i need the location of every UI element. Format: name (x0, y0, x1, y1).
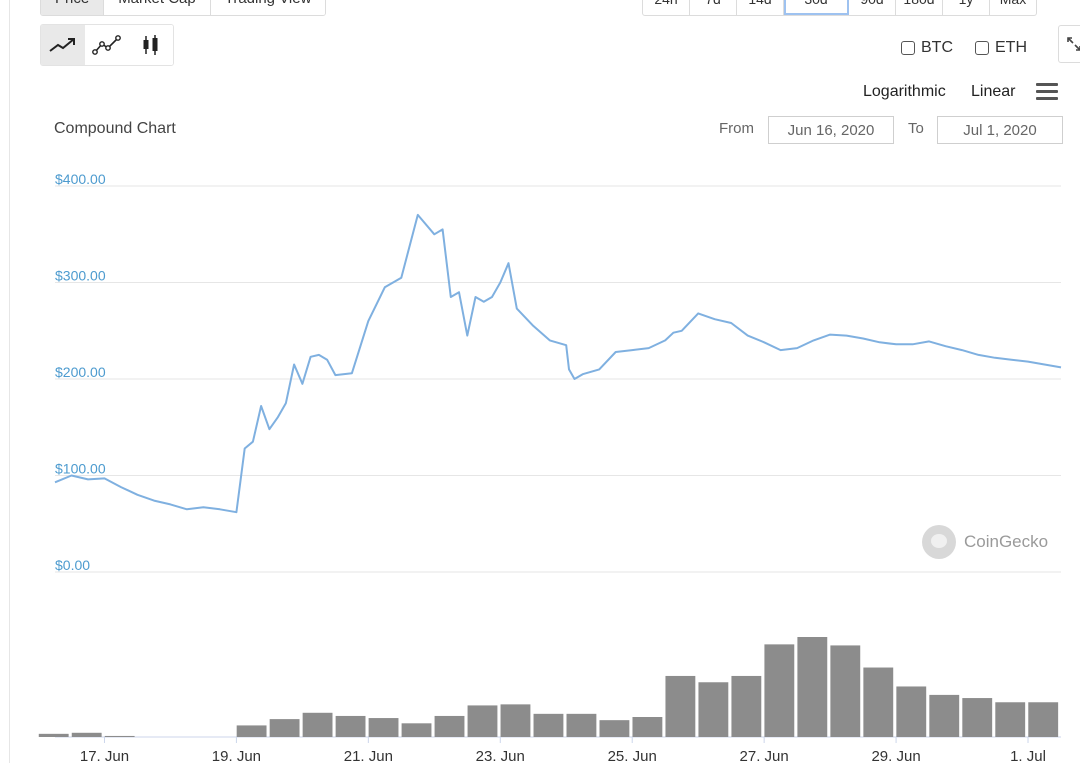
line-chart-icon (49, 38, 75, 52)
x-tick-label: 21. Jun (344, 748, 393, 763)
x-tick-label: 19. Jun (212, 748, 261, 763)
compare-eth[interactable]: ETH (975, 39, 1027, 57)
line-chart-button[interactable] (41, 25, 85, 65)
volume-bar (302, 712, 333, 737)
volume-bar (698, 682, 729, 737)
volume-bar (38, 733, 69, 737)
from-date-input[interactable] (768, 116, 894, 144)
coingecko-logo (922, 525, 956, 559)
volume-bar (929, 694, 960, 737)
hamburger-menu-icon[interactable] (1036, 83, 1058, 101)
expand-icon (1067, 37, 1080, 51)
range-1y[interactable]: 1y (943, 0, 990, 15)
volume-bar (335, 715, 366, 737)
volume-bar (71, 732, 102, 737)
volume-bar (566, 713, 597, 737)
volume-bar (599, 720, 630, 737)
range-max[interactable]: Max (990, 0, 1036, 15)
volume-bar (731, 675, 762, 737)
eth-checkbox[interactable] (975, 41, 989, 55)
time-range-selector: 24h 7d 14d 30d 90d 180d 1y Max (642, 0, 1037, 16)
point-line-chart-button[interactable] (85, 25, 129, 65)
logarithmic-toggle[interactable]: Logarithmic (863, 83, 946, 100)
x-tick-label: 1. Jul (1010, 748, 1046, 763)
compare-btc[interactable]: BTC (901, 39, 953, 57)
fullscreen-button[interactable] (1058, 25, 1080, 63)
volume-bar (962, 698, 993, 737)
view-tabs: Price Market Cap Trading View (40, 0, 327, 16)
volume-bar (467, 705, 498, 737)
x-tick-label: 17. Jun (80, 748, 129, 763)
volume-bar (401, 723, 432, 737)
chart-title: Compound Chart (54, 120, 176, 137)
y-tick-label: $100.00 (55, 461, 106, 477)
range-180d[interactable]: 180d (896, 0, 943, 15)
candlestick-chart-button[interactable] (129, 25, 173, 65)
volume-bar (500, 704, 531, 737)
volume-bar (764, 644, 795, 737)
range-24h[interactable]: 24h (643, 0, 690, 15)
watermark-text: CoinGecko (964, 532, 1049, 551)
range-30d[interactable]: 30d (784, 0, 849, 15)
volume-bar (863, 667, 894, 737)
volume-bar (632, 717, 663, 737)
volume-bar (896, 686, 927, 737)
volume-bar (368, 718, 399, 737)
volume-bar (797, 637, 828, 737)
volume-bar (995, 702, 1026, 737)
volume-bar (830, 645, 861, 737)
price-line (54, 213, 1062, 514)
x-tick-label: 29. Jun (871, 748, 920, 763)
tab-market-cap[interactable]: Market Cap (104, 0, 211, 15)
x-tick-label: 27. Jun (740, 748, 789, 763)
range-14d[interactable]: 14d (737, 0, 784, 15)
coingecko-watermark: CoinGecko (922, 525, 1048, 559)
y-tick-label: $0.00 (55, 557, 90, 573)
left-border (9, 0, 10, 763)
chart-type-selector (40, 24, 174, 66)
to-date-input[interactable] (937, 116, 1063, 144)
volume-bar (434, 715, 465, 737)
volume-bar (269, 719, 300, 737)
y-tick-label: $200.00 (55, 364, 106, 380)
candlestick-icon (143, 35, 158, 55)
volume-bar (533, 713, 564, 737)
tab-price[interactable]: Price (41, 0, 105, 15)
btc-checkbox[interactable] (901, 41, 915, 55)
btc-label: BTC (921, 39, 953, 56)
volume-bar (104, 735, 135, 737)
x-tick-label: 23. Jun (476, 748, 525, 763)
eth-label: ETH (995, 39, 1027, 56)
x-tick-label: 25. Jun (608, 748, 657, 763)
to-label: To (908, 120, 924, 137)
tab-trading-view[interactable]: Trading View (210, 0, 326, 15)
volume-bar (665, 675, 696, 737)
linear-toggle[interactable]: Linear (971, 83, 1016, 100)
y-tick-label: $300.00 (55, 268, 106, 284)
volume-bar (1028, 702, 1059, 737)
range-7d[interactable]: 7d (690, 0, 737, 15)
volume-bar (236, 725, 267, 737)
point-line-chart-icon (92, 35, 121, 55)
y-tick-label: $400.00 (55, 171, 106, 187)
range-90d[interactable]: 90d (849, 0, 896, 15)
from-label: From (719, 120, 754, 137)
